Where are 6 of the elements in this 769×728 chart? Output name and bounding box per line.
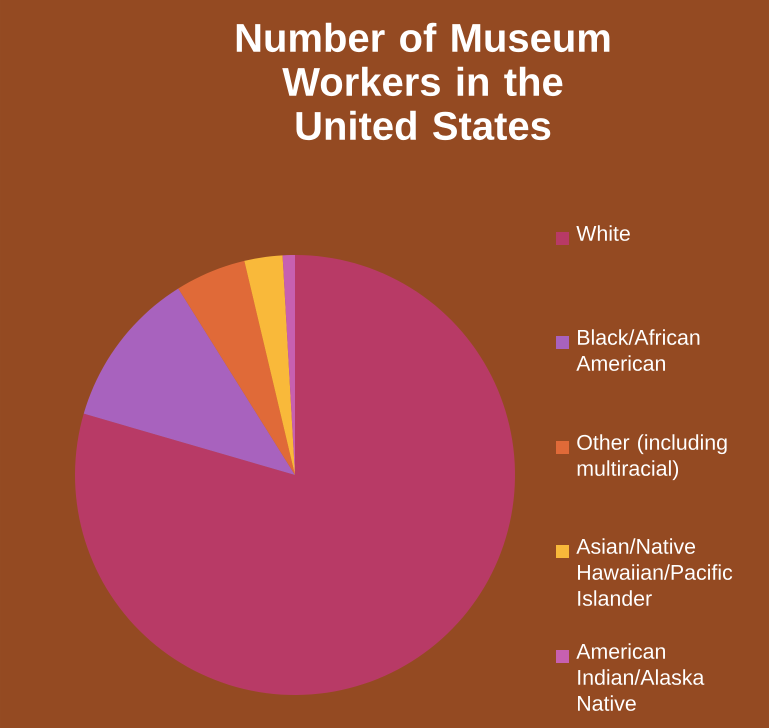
legend-label: Black/African American xyxy=(576,329,700,371)
legend-label: White xyxy=(576,225,630,241)
chart-title: Number of Museum Workers in the United States xyxy=(236,22,610,140)
legend-label: American Indian/Alaska Native xyxy=(576,643,704,711)
legend-label: Asian/Native Hawaiian/Pacific Islander xyxy=(576,538,732,606)
legend-label: Other (including multiracial) xyxy=(577,434,727,480)
